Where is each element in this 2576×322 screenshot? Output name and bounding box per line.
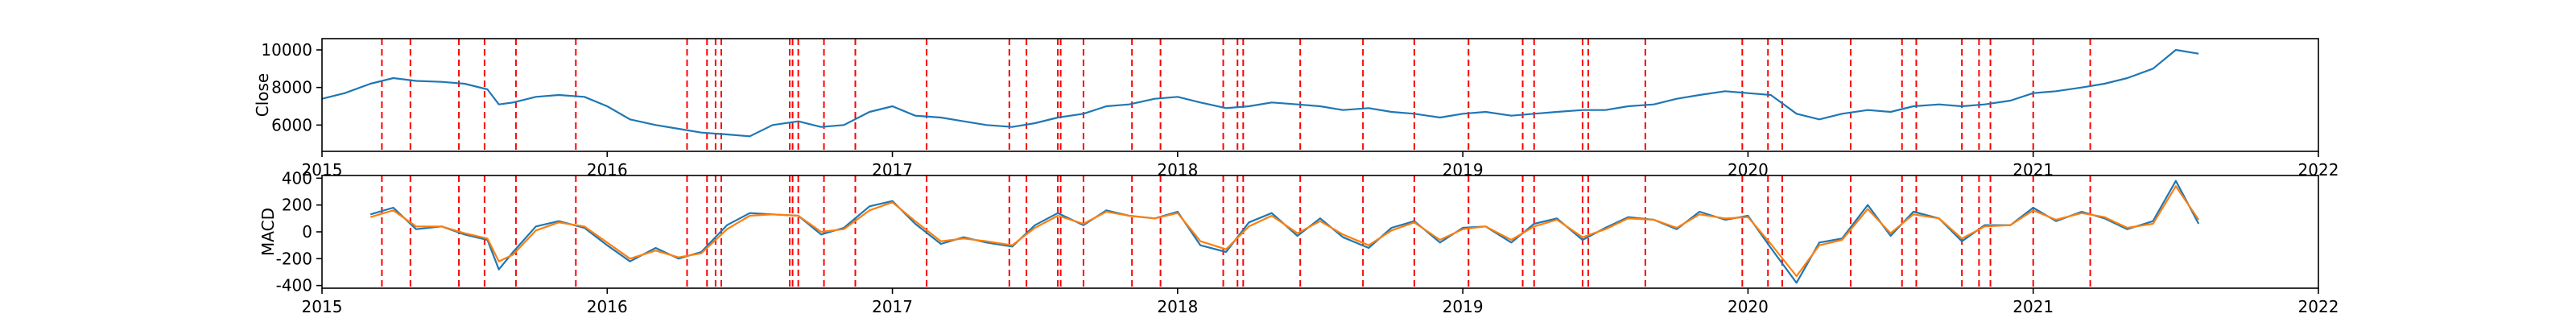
x-tick-label: 2016 [587, 297, 628, 316]
y-tick-label: -400 [276, 276, 312, 295]
x-tick-label: 2017 [872, 160, 913, 180]
x-tick-label: 2019 [1443, 160, 1484, 180]
macd-panel: -400 -200 0 200 400 2015 2016 2017 2018 2019 2020 2… [258, 168, 2339, 316]
macd-line [369, 180, 2200, 284]
x-tick-label: 2018 [1157, 297, 1198, 316]
y-tick-label: 8000 [271, 78, 312, 97]
x-tick-label: 2020 [1728, 160, 1769, 180]
signal-line [369, 185, 2200, 278]
y-tick-label: 400 [282, 168, 312, 188]
y-tick-label: 6000 [271, 115, 312, 134]
y-tick-label: 0 [302, 222, 312, 242]
y-axis-label: Close [253, 73, 272, 117]
axes-frame [321, 175, 2319, 289]
x-tick-label: 2015 [302, 297, 343, 316]
close-line [321, 48, 2199, 138]
y-tick-label: -200 [276, 249, 312, 268]
y-tick-label: 10000 [261, 40, 312, 60]
y-tick-label: 200 [282, 196, 312, 215]
x-tick-label: 2021 [2013, 297, 2054, 316]
x-tick-label: 2017 [872, 297, 913, 316]
x-tick-label: 2020 [1728, 297, 1769, 316]
x-tick-label: 2022 [2298, 297, 2339, 316]
y-axis-label: MACD [258, 208, 278, 256]
axes-frame [321, 38, 2319, 152]
x-tick-label: 2016 [587, 160, 628, 180]
x-tick-label: 2018 [1157, 160, 1198, 180]
x-tick-label: 2019 [1443, 297, 1484, 316]
